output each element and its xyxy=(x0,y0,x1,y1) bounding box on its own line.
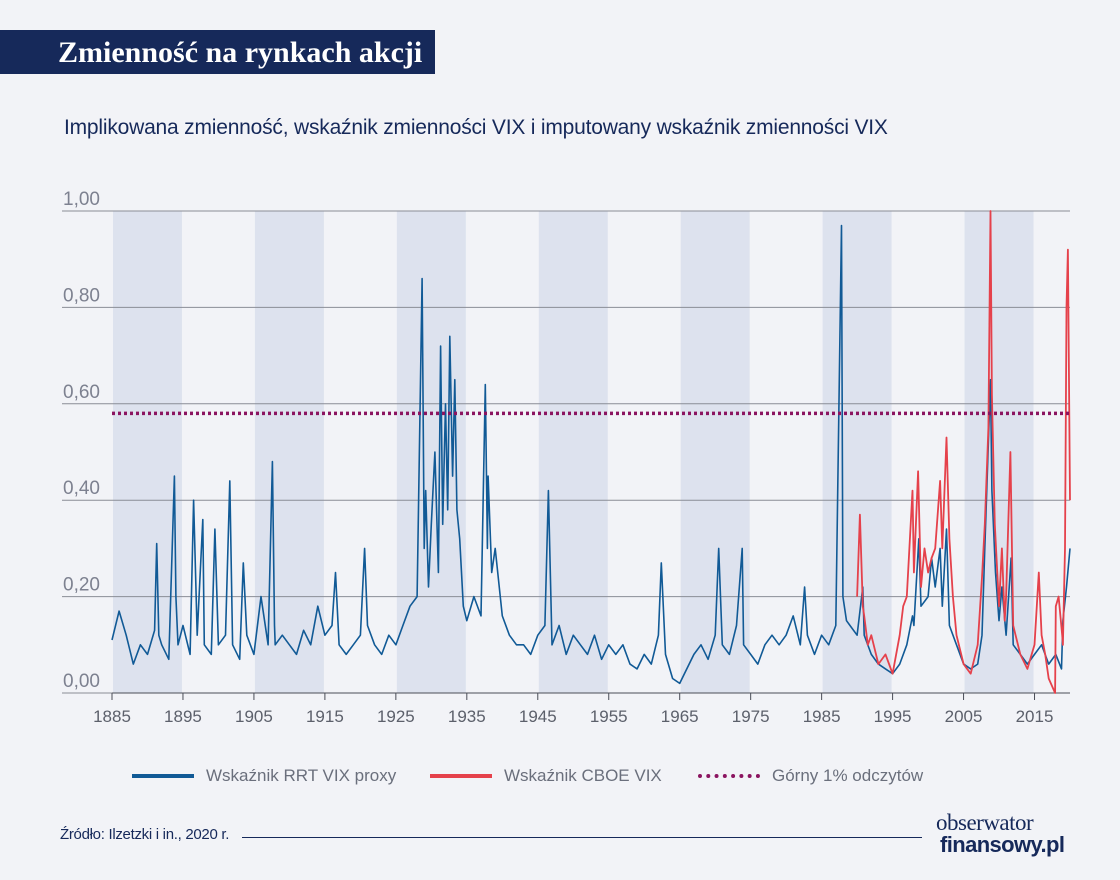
legend-swatch-rrt-vix xyxy=(132,774,194,778)
page-title: Zmienność na rynkach akcji xyxy=(58,36,423,69)
x-axis: 1885 1895 1905 1915 1925 1935 1945 1955 1965 1975… xyxy=(93,692,1070,726)
x-tick-label-5: 1935 xyxy=(448,707,486,726)
x-tick-label-12: 2005 xyxy=(945,707,983,726)
x-tick-label-9: 1975 xyxy=(732,707,770,726)
logo-line-1: obserwator xyxy=(936,810,1034,835)
chart-subtitle: Implikowana zmienność, wskaźnik zmiennoś… xyxy=(64,116,888,139)
x-tick-label-10: 1985 xyxy=(803,707,841,726)
legend-item-rrt-vix: Wskaźnik RRT VIX proxy xyxy=(132,762,396,790)
x-tick-label-4: 1925 xyxy=(377,707,415,726)
legend-swatch-cboe-vix xyxy=(430,774,492,778)
x-tick-label-2: 1905 xyxy=(235,707,273,726)
x-tick-label-3: 1915 xyxy=(306,707,344,726)
legend-label-cboe-vix: Wskaźnik CBOE VIX xyxy=(504,766,662,785)
x-tick-label-8: 1965 xyxy=(661,707,699,726)
x-tick-label-13: 2015 xyxy=(1016,707,1054,726)
shaded-band-1 xyxy=(254,211,324,693)
x-tick-label-0: 1885 xyxy=(93,707,131,726)
source-divider xyxy=(242,837,922,838)
series-line-0 xyxy=(111,224,1071,685)
shaded-band-0 xyxy=(113,211,182,693)
y-tick-label-4: 0,80 xyxy=(63,285,100,306)
publisher-logo: obserwator finansowy.pl xyxy=(936,810,1065,857)
legend-label-rrt-vix: Wskaźnik RRT VIX proxy xyxy=(206,766,397,785)
legend-swatch-top-percentile xyxy=(698,774,760,778)
series-lines xyxy=(111,210,1071,694)
y-axis-ticks: 0,00 0,20 0,40 0,60 0,80 1,00 xyxy=(63,189,100,692)
y-tick-label-5: 1,00 xyxy=(63,189,100,210)
title-bar xyxy=(0,30,435,74)
legend-item-top-percentile: Górny 1% odczytów xyxy=(698,762,923,790)
legend: Wskaźnik RRT VIX proxy Wskaźnik CBOE VIX… xyxy=(0,762,1120,790)
logo-line-2: finansowy.pl xyxy=(940,832,1065,857)
x-tick-label-6: 1945 xyxy=(519,707,557,726)
shaded-band-3 xyxy=(538,211,608,693)
source-note: Źródło: Ilzetzki i in., 2020 r. xyxy=(60,826,230,843)
x-tick-label-1: 1895 xyxy=(164,707,202,726)
legend-label-top-percentile: Górny 1% odczytów xyxy=(772,766,924,785)
y-tick-label-3: 0,60 xyxy=(63,382,100,403)
y-tick-label-0: 0,00 xyxy=(63,671,100,692)
series-line-1 xyxy=(856,210,1071,694)
shaded-periods xyxy=(113,211,1034,693)
shaded-band-5 xyxy=(822,211,892,693)
y-tick-label-2: 0,40 xyxy=(63,478,100,499)
y-tick-label-1: 0,20 xyxy=(63,575,100,596)
legend-item-cboe-vix: Wskaźnik CBOE VIX xyxy=(430,762,662,790)
x-tick-label-11: 1995 xyxy=(874,707,912,726)
x-tick-label-7: 1955 xyxy=(590,707,628,726)
